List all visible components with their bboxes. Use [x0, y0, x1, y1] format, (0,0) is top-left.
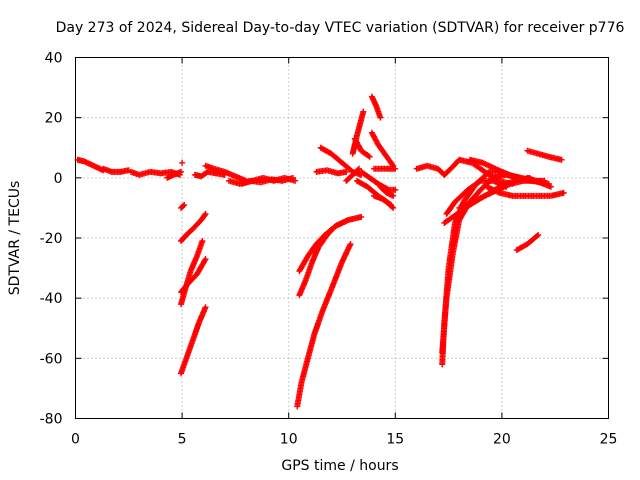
data-point: [356, 165, 363, 172]
y-tick-label: 20: [45, 111, 63, 127]
data-point: [181, 201, 188, 208]
data-point: [292, 177, 299, 184]
data-track: [178, 201, 188, 211]
y-tick-label: 0: [54, 171, 63, 187]
data-point: [533, 232, 540, 239]
data-points: [74, 93, 567, 410]
x-tick-label: 15: [386, 432, 404, 448]
data-point: [392, 165, 399, 172]
plot-frame: [75, 57, 609, 419]
data-point: [202, 304, 209, 311]
data-point: [560, 189, 567, 196]
data-track: [178, 210, 209, 245]
data-track: [191, 168, 228, 180]
data-point: [180, 202, 187, 209]
data-point: [484, 169, 491, 176]
data-point: [199, 238, 206, 245]
grid-layer: [75, 57, 609, 419]
data-track: [74, 156, 107, 174]
data-track: [513, 231, 542, 254]
y-tick-label: -60: [40, 351, 63, 367]
x-tick-label: 25: [600, 432, 618, 448]
data-track: [313, 167, 350, 177]
data-track: [343, 165, 363, 184]
data-track: [351, 135, 373, 160]
y-tick-label: -40: [40, 291, 63, 307]
data-track: [368, 93, 384, 121]
data-point: [386, 201, 393, 208]
data-track: [370, 165, 399, 172]
data-track: [202, 162, 250, 184]
data-point: [360, 108, 367, 115]
y-tick-label: 40: [45, 51, 63, 67]
data-point: [366, 153, 373, 160]
data-point: [343, 168, 350, 175]
data-point: [388, 201, 395, 208]
y-tick-label: -80: [40, 412, 63, 428]
x-axis-label: GPS time / hours: [281, 458, 398, 474]
data-track: [100, 165, 132, 175]
data-point: [365, 152, 372, 159]
x-tick-label: 20: [493, 432, 511, 448]
y-tick-label: -20: [40, 231, 63, 247]
tick-layer: 0 5 10 15 20 25 -80 -60 -40 -20 0 20 40: [40, 51, 618, 448]
data-point: [202, 210, 209, 217]
chart-title: Day 273 of 2024, Sidereal Day-to-day VTE…: [56, 20, 625, 36]
x-tick-label: 0: [71, 432, 80, 448]
data-track: [358, 168, 399, 193]
data-point: [358, 213, 365, 220]
data-track: [238, 174, 299, 187]
data-point: [201, 212, 208, 219]
x-tick-label: 5: [178, 432, 187, 448]
data-point: [178, 168, 185, 175]
data-track: [377, 183, 397, 199]
data-track: [296, 213, 365, 299]
data-track: [178, 238, 206, 308]
data-track: [178, 256, 209, 296]
data-point: [354, 166, 361, 173]
data-track: [524, 147, 565, 163]
data-point: [547, 183, 554, 190]
data-track: [466, 156, 537, 184]
data-track: [179, 159, 186, 166]
data-point: [202, 256, 209, 263]
data-point: [535, 231, 542, 238]
data-point: [377, 114, 384, 121]
data-point: [347, 241, 354, 248]
data-point: [390, 192, 397, 199]
data-track: [178, 304, 209, 377]
data-track: [164, 168, 185, 181]
data-point: [179, 159, 186, 166]
y-axis-label: SDTVAR / TECUs: [7, 181, 23, 296]
data-track: [524, 174, 548, 184]
data-track: [294, 241, 354, 410]
data-track: [413, 162, 448, 178]
data-point: [541, 177, 548, 184]
data-point: [392, 186, 399, 193]
data-point: [558, 156, 565, 163]
data-point: [390, 204, 397, 211]
data-point: [476, 178, 483, 185]
data-track: [368, 129, 397, 169]
data-track: [483, 183, 567, 199]
data-track: [370, 192, 395, 208]
x-tick-label: 10: [280, 432, 298, 448]
